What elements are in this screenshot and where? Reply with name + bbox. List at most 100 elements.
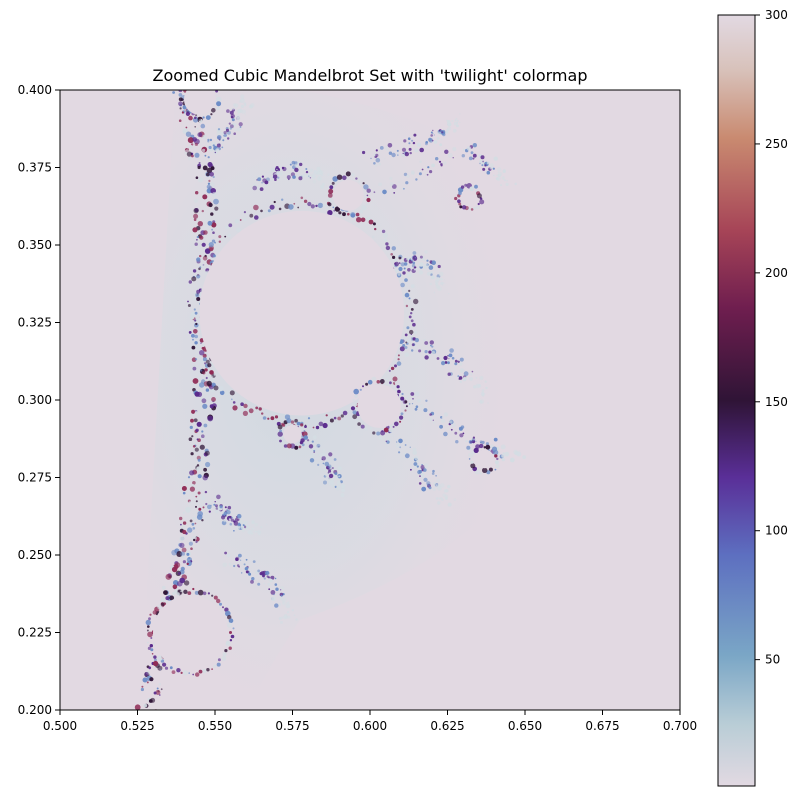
fractal-mark xyxy=(226,509,229,511)
fractal-mark xyxy=(473,206,477,210)
fractal-mark xyxy=(205,461,211,468)
fractal-mark xyxy=(205,502,208,506)
fractal-mark xyxy=(185,506,191,513)
fractal-mark xyxy=(480,401,483,404)
fractal-mark xyxy=(414,330,418,335)
fractal-mark xyxy=(313,449,316,452)
fractal-mark xyxy=(426,483,430,487)
fractal-mark xyxy=(194,116,197,120)
fractal-mark xyxy=(285,603,291,609)
fractal-mark xyxy=(403,267,406,270)
fractal-mark xyxy=(390,366,395,371)
fractal-mark xyxy=(198,118,201,121)
fractal-mark xyxy=(202,116,205,119)
fractal-mark xyxy=(468,458,471,460)
fractal-mark xyxy=(171,670,176,674)
fractal-mark xyxy=(454,359,458,363)
fractal-mark xyxy=(404,444,407,446)
fractal-mark xyxy=(188,672,190,674)
fractal-mark xyxy=(257,582,261,586)
fractal-mark xyxy=(181,486,187,491)
fractal-mark xyxy=(398,256,402,260)
fractal-mark xyxy=(474,184,478,189)
fractal-mark xyxy=(266,523,268,526)
set-bulb xyxy=(199,210,405,416)
fractal-mark xyxy=(305,173,311,179)
fractal-mark xyxy=(328,473,334,479)
fractal-mark xyxy=(186,146,189,149)
fractal-mark xyxy=(396,149,399,152)
fractal-mark xyxy=(431,260,437,266)
fractal-mark xyxy=(298,176,303,181)
fractal-mark xyxy=(270,416,275,421)
fractal-mark xyxy=(261,175,264,178)
fractal-mark xyxy=(273,569,275,572)
fractal-mark xyxy=(337,416,342,421)
fractal-mark xyxy=(195,495,198,498)
fractal-mark xyxy=(309,454,315,459)
fractal-mark xyxy=(222,139,225,142)
fractal-mark xyxy=(189,326,193,330)
fractal-mark xyxy=(494,454,498,458)
fractal-mark xyxy=(294,418,298,423)
fractal-mark xyxy=(209,370,214,375)
fractal-mark xyxy=(210,504,212,507)
fractal-mark xyxy=(413,298,419,305)
fractal-mark xyxy=(229,639,233,642)
fractal-mark xyxy=(257,177,262,182)
fractal-mark xyxy=(198,669,203,674)
fractal-mark xyxy=(472,153,477,158)
fractal-mark xyxy=(251,532,254,535)
fractal-mark xyxy=(201,434,205,439)
fractal-mark xyxy=(200,342,202,344)
fractal-mark xyxy=(453,498,457,501)
fractal-mark xyxy=(367,379,373,385)
fractal-mark xyxy=(279,596,282,599)
fractal-mark xyxy=(161,585,166,590)
fractal-mark xyxy=(458,202,462,206)
fractal-mark xyxy=(307,201,312,207)
fractal-mark xyxy=(176,592,180,596)
fractal-mark xyxy=(216,101,222,107)
fractal-mark xyxy=(231,107,235,111)
fractal-mark xyxy=(197,221,203,227)
fractal-mark xyxy=(446,128,449,132)
fractal-mark xyxy=(391,152,396,158)
fractal-mark xyxy=(413,462,418,466)
fractal-mark xyxy=(252,560,256,563)
fractal-mark xyxy=(232,563,235,565)
fractal-mark xyxy=(427,166,430,169)
fractal-mark xyxy=(327,197,332,202)
fractal-mark xyxy=(388,151,393,155)
fractal-mark xyxy=(208,242,214,248)
fractal-mark xyxy=(409,329,414,335)
fractal-mark xyxy=(317,463,320,466)
fractal-mark xyxy=(516,451,522,457)
fractal-mark xyxy=(240,559,242,561)
fractal-mark xyxy=(191,484,195,488)
fractal-mark xyxy=(195,428,199,432)
fractal-mark xyxy=(456,121,459,124)
fractal-mark xyxy=(224,551,228,555)
fractal-mark xyxy=(409,151,412,155)
fractal-mark xyxy=(432,129,434,132)
fractal-mark xyxy=(386,148,389,152)
fractal-mark xyxy=(196,438,199,441)
fractal-mark xyxy=(321,458,323,461)
fractal-mark xyxy=(350,406,356,411)
fractal-mark xyxy=(182,521,187,525)
fractal-mark xyxy=(207,415,214,422)
fractal-mark xyxy=(210,113,213,116)
fractal-mark xyxy=(326,477,331,481)
fractal-mark xyxy=(443,161,447,165)
fractal-mark xyxy=(447,502,452,507)
fractal-mark xyxy=(165,573,172,580)
fractal-mark xyxy=(425,141,429,144)
fractal-mark xyxy=(257,569,261,573)
colorbar-tick-label: 100 xyxy=(765,524,788,538)
fractal-mark xyxy=(211,257,213,260)
fractal-mark xyxy=(447,355,449,357)
fractal-mark xyxy=(292,175,296,179)
fractal-mark xyxy=(352,414,358,420)
fractal-mark xyxy=(433,140,438,144)
